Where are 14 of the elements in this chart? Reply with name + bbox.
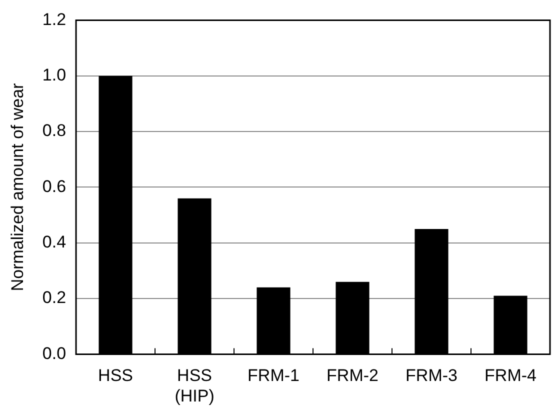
- y-tick-label: 1.2: [42, 10, 66, 29]
- x-tick-label: HSS (HIP): [174, 366, 214, 406]
- x-tick-label: HSS: [98, 366, 134, 386]
- y-tick-label: 0.2: [42, 288, 66, 308]
- y-tick-label: 0.6: [42, 176, 66, 196]
- x-tick-label: FRM-1: [248, 366, 300, 386]
- y-tick-label: 1.0: [42, 66, 66, 85]
- x-tick-label: FRM-4: [484, 366, 536, 386]
- y-axis-title: Normalized amount of wear: [8, 82, 27, 292]
- y-tick-label: 0.0: [42, 344, 66, 363]
- y-tick-label: 0.8: [42, 121, 66, 140]
- y-tick-label: 0.4: [42, 232, 66, 252]
- x-tick-label: FRM-3: [406, 366, 458, 386]
- x-tick-label: FRM-2: [326, 366, 378, 386]
